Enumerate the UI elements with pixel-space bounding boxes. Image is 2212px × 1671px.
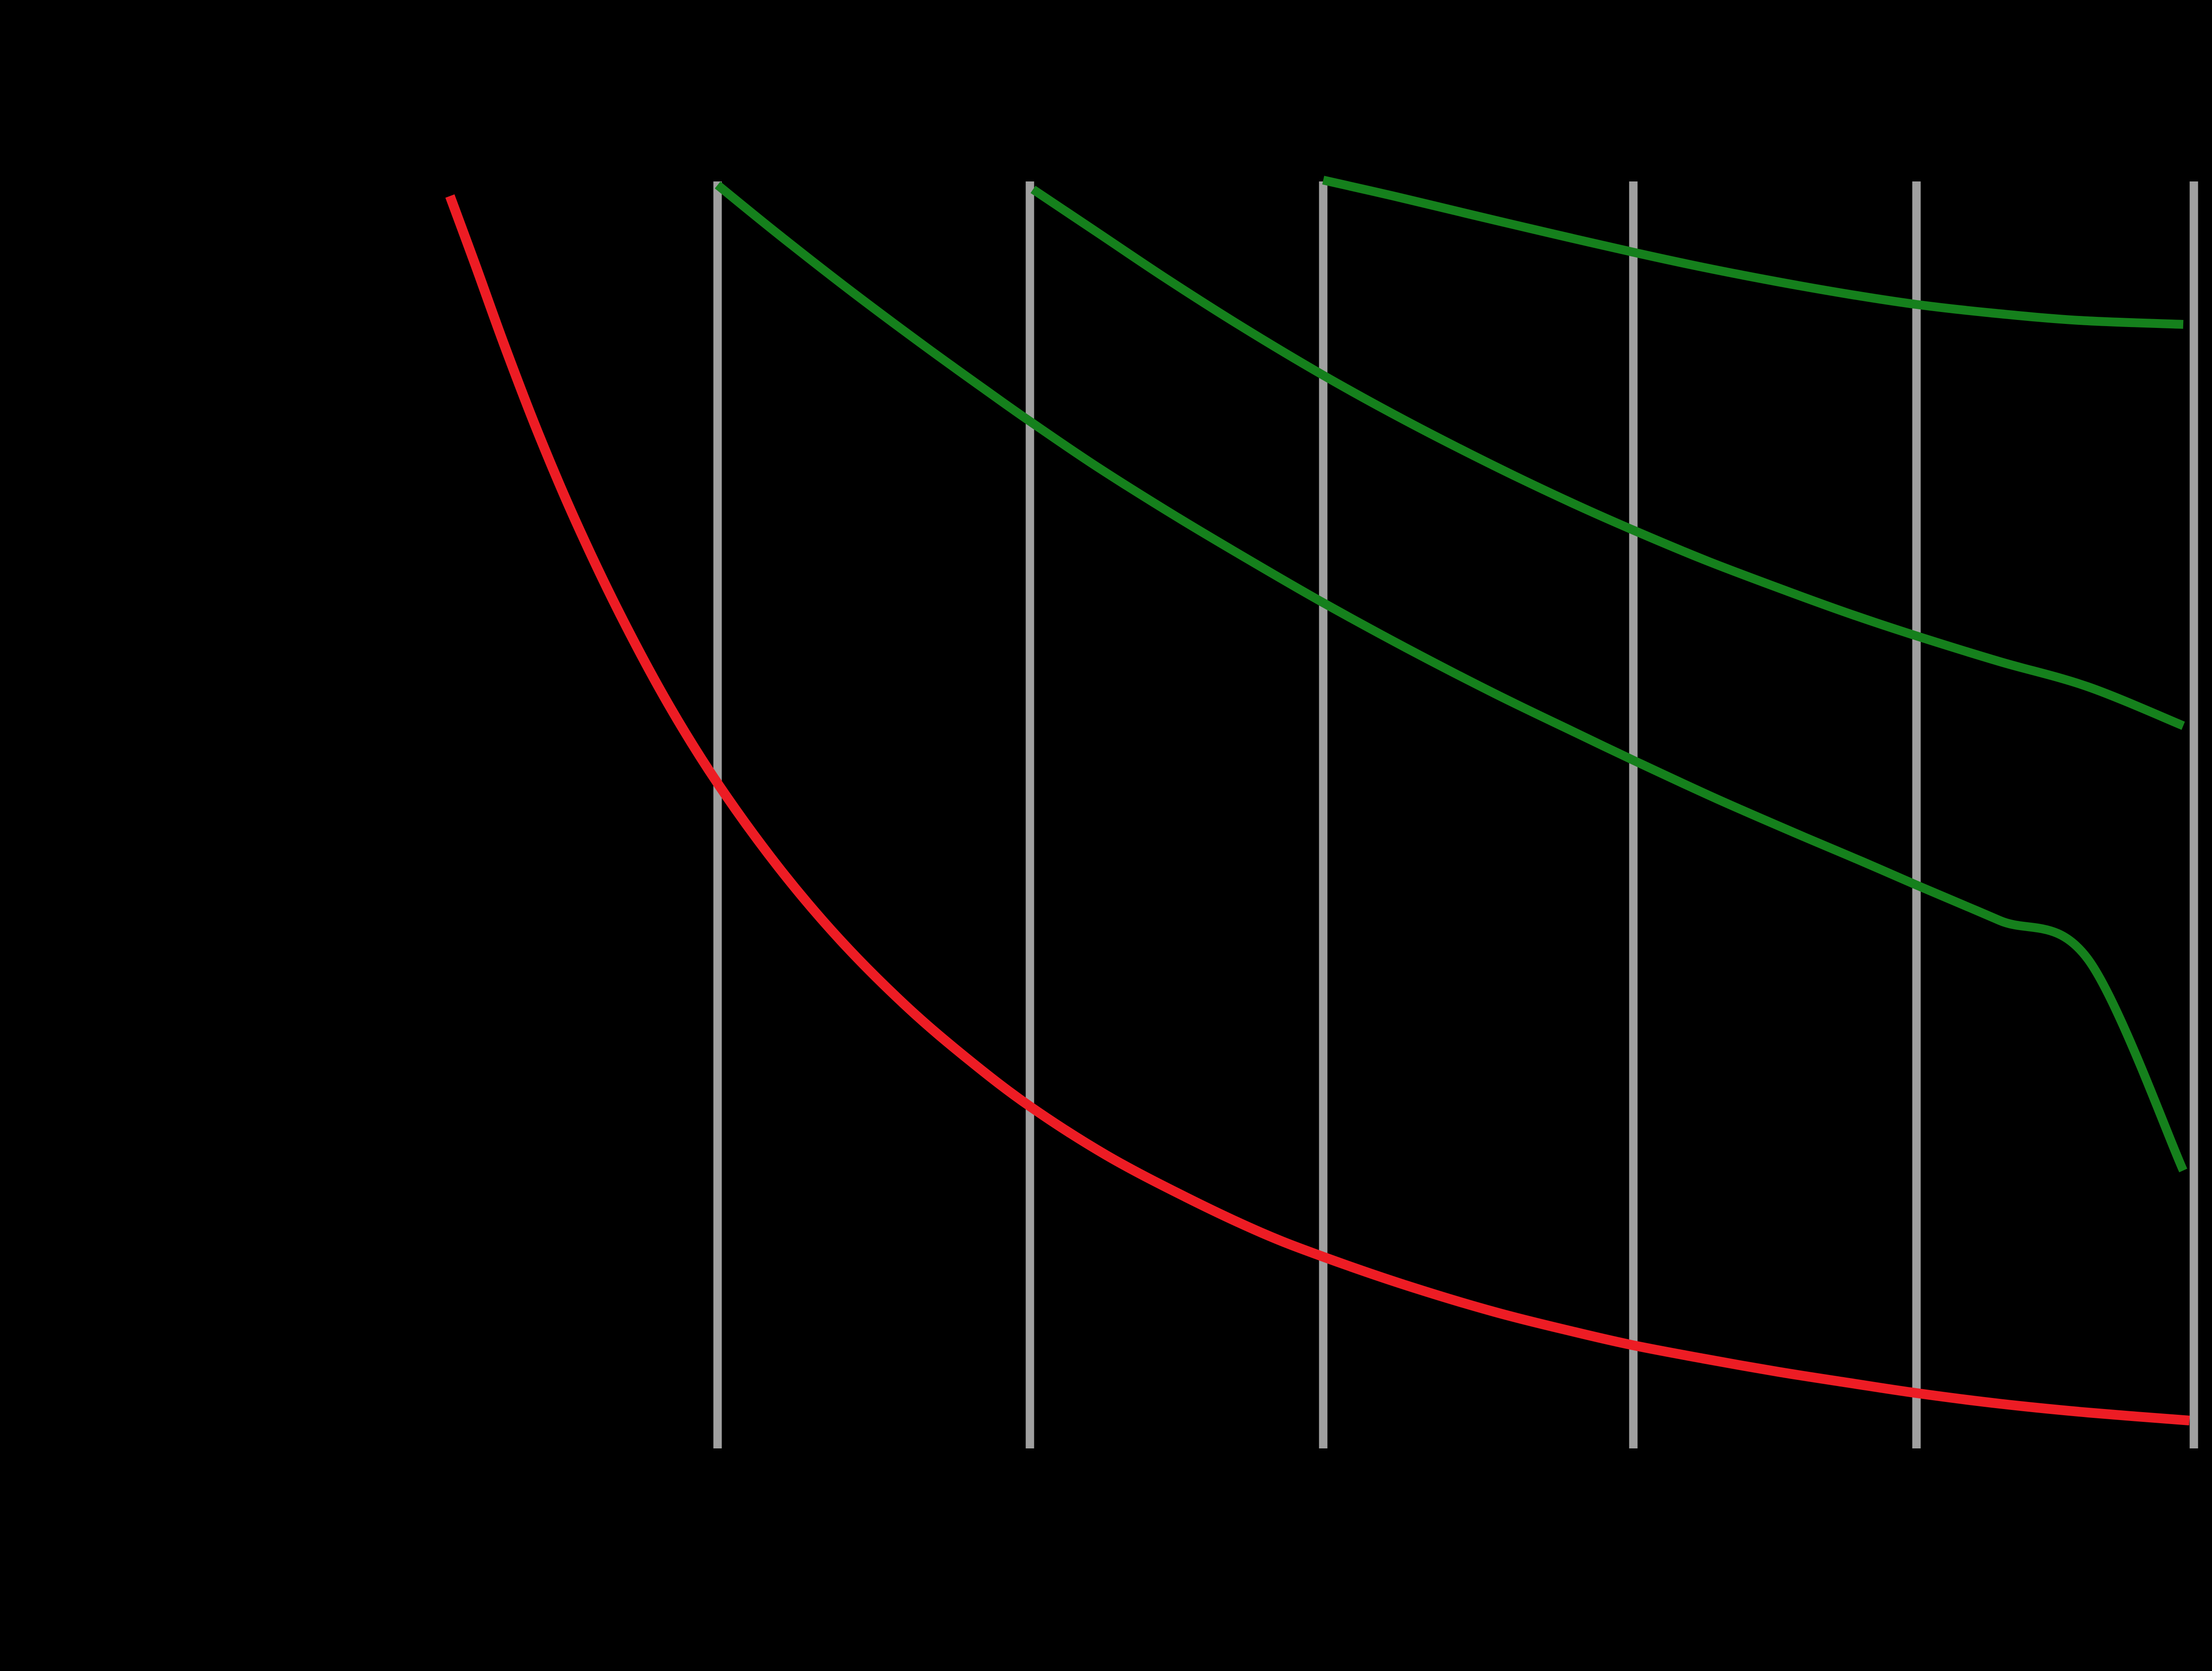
vertical-reference-line-1 [713,181,722,1448]
series-primary-decay-curve [445,194,2190,1425]
series-green-curve-upper [1322,176,2184,329]
vertical-reference-line-4 [1629,181,1638,1448]
vertical-reference-line-6 [2189,181,2198,1448]
vertical-reference-line-2 [1025,181,1034,1448]
vertical-reference-lines [713,181,2198,1448]
vertical-reference-line-5 [1912,181,1921,1448]
series-green-curve-middle [1030,185,2185,730]
vertical-reference-line-3 [1319,181,1328,1448]
data-series-group [445,176,2190,1425]
series-green-curve-lower [714,181,2188,1173]
